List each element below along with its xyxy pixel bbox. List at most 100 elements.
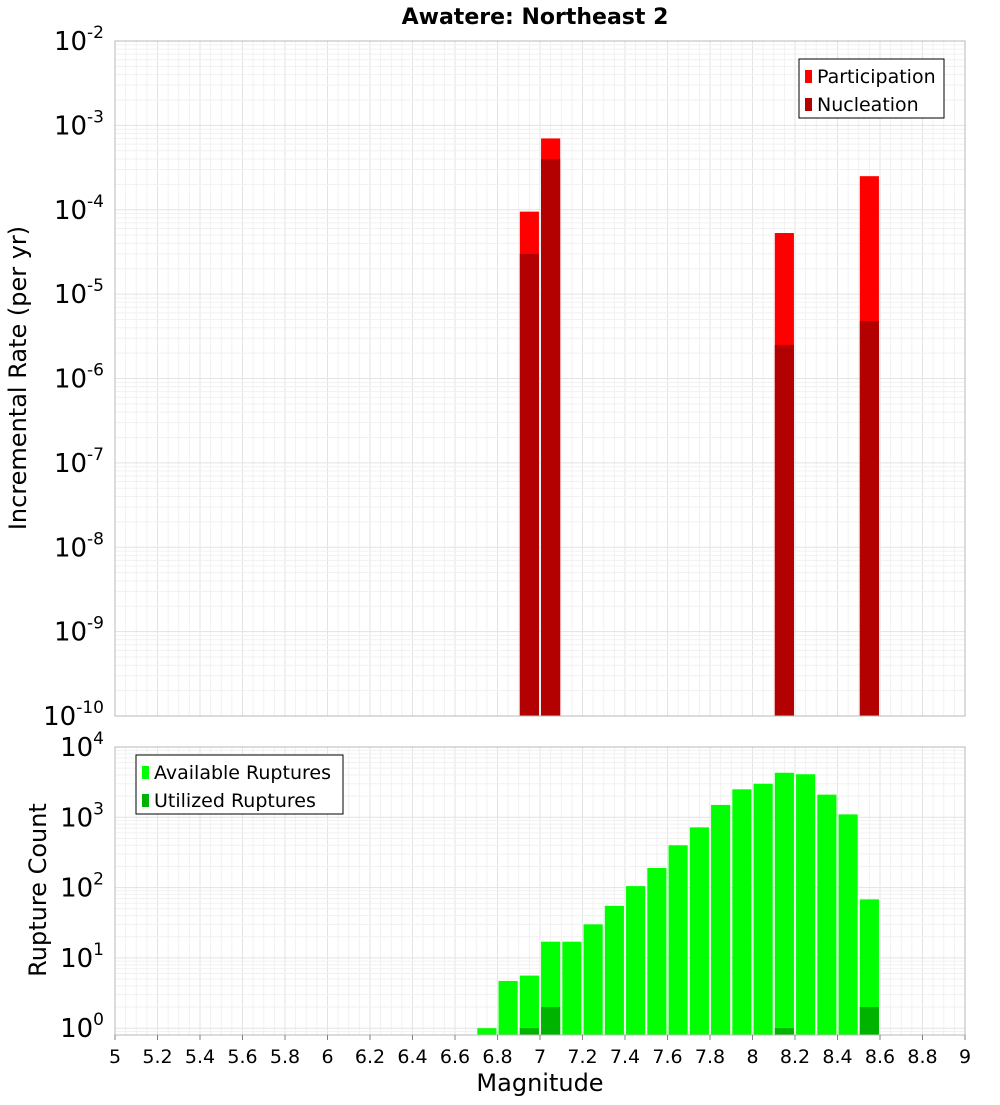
x-tick-label: 6.8: [482, 1046, 512, 1068]
top-frame: [114, 40, 966, 717]
x-tick-label: 7.6: [652, 1046, 682, 1068]
top-legend-swatch-nucleation: [805, 98, 812, 111]
top-y-tick-base: 10: [43, 702, 76, 732]
x-tick-label: 7.8: [695, 1046, 725, 1068]
x-tick-label: 7.2: [567, 1046, 597, 1068]
bottom-bar-available-ruptures: [519, 975, 539, 1035]
x-tick-label: 8.2: [780, 1046, 810, 1068]
top-y-tick-label: 10-2: [54, 23, 104, 57]
top-y-tick-label: 10-4: [54, 192, 104, 226]
x-tick-label: 9: [959, 1046, 971, 1068]
bottom-y-tick-base: 10: [60, 1014, 93, 1044]
x-tick-label: 5: [109, 1046, 121, 1068]
bottom-y-tick-exponent: 3: [93, 799, 104, 819]
top-legend-swatch-participation: [805, 70, 812, 83]
bottom-legend-swatch-utilized-ruptures: [142, 794, 149, 807]
bottom-y-tick-exponent: 1: [93, 940, 104, 960]
bottom-legend-label-utilized-ruptures: Utilized Ruptures: [154, 790, 316, 812]
x-axis-label: Magnitude: [476, 1069, 603, 1097]
top-y-tick-exponent: -8: [87, 529, 104, 549]
bottom-legend-swatch-available-ruptures: [142, 766, 149, 779]
bottom-y-tick-label: 100: [60, 1010, 104, 1044]
top-bars: [519, 138, 879, 717]
bottom-bar-available-ruptures: [711, 804, 731, 1035]
top-bar-nucleation: [541, 158, 561, 717]
top-grid: [114, 41, 966, 717]
chart-title: Awatere: Northeast 2: [402, 5, 669, 30]
top-y-tick-exponent: -10: [76, 698, 104, 718]
top-y-tick-base: 10: [54, 533, 87, 563]
bottom-legend-label-available-ruptures: Available Ruptures: [154, 762, 331, 784]
bottom-bars: [477, 772, 879, 1035]
bottom-bar-available-ruptures: [498, 980, 518, 1035]
top-y-tick-label: 10-5: [54, 276, 104, 310]
bottom-bar-available-ruptures: [774, 772, 794, 1035]
bottom-bar-utilized-ruptures: [774, 1028, 794, 1035]
bottom-y-tick-exponent: 2: [93, 870, 104, 890]
bottom-y-axis-label: Rupture Count: [24, 803, 52, 977]
top-y-tick-base: 10: [54, 618, 87, 648]
bottom-bar-available-ruptures: [859, 899, 879, 1035]
bottom-bar-available-ruptures: [796, 774, 816, 1035]
top-y-tick-exponent: -3: [87, 107, 104, 127]
bottom-bar-available-ruptures: [583, 924, 603, 1035]
bottom-bar-available-ruptures: [477, 1028, 497, 1035]
top-y-tick-base: 10: [54, 449, 87, 479]
bottom-bar-utilized-ruptures: [859, 1007, 879, 1035]
bottom-y-tick-base: 10: [60, 874, 93, 904]
bottom-bar-available-ruptures: [732, 789, 752, 1035]
bottom-bar-available-ruptures: [562, 941, 582, 1035]
x-tick-label: 7.4: [610, 1046, 640, 1068]
x-tick-label: 5.4: [185, 1046, 215, 1068]
bottom-bar-available-ruptures: [604, 905, 624, 1035]
top-bar-nucleation: [859, 321, 879, 716]
x-tick-label: 5.6: [227, 1046, 257, 1068]
rate-plot-area: 10-1010-910-810-710-610-510-410-310-2Par…: [43, 23, 966, 732]
bottom-bar-available-ruptures: [689, 827, 709, 1035]
bottom-bar-available-ruptures: [647, 867, 667, 1035]
top-y-tick-exponent: -9: [87, 614, 104, 634]
top-y-tick-label: 10-6: [54, 361, 104, 395]
top-y-axis-label: Incremental Rate (per yr): [4, 226, 32, 530]
x-tick-label: 6: [321, 1046, 333, 1068]
top-y-tick-base: 10: [54, 365, 87, 395]
bottom-y-tick-label: 103: [60, 799, 104, 833]
top-y-tick-label: 10-10: [43, 698, 104, 732]
top-y-tick-exponent: -5: [87, 276, 104, 296]
top-y-tick-label: 10-7: [54, 445, 104, 479]
top-y-tick-label: 10-3: [54, 107, 104, 141]
top-y-tick-exponent: -6: [87, 361, 104, 381]
bottom-bar-available-ruptures: [753, 783, 773, 1035]
top-y-tick-exponent: -4: [87, 192, 104, 212]
x-ticks: 5 5.2 5.4 5.6 5.8 6 6.2 6.4 6.6 6.8 7 7.2 7.4 7.6 7.8 8…: [109, 1035, 971, 1068]
bottom-legend: Available Ruptures Utilized Ruptures: [135, 754, 344, 815]
x-tick-label: 6.2: [355, 1046, 385, 1068]
bottom-y-tick-exponent: 4: [93, 729, 104, 749]
x-tick-label: 5.8: [270, 1046, 300, 1068]
bottom-bar-available-ruptures: [838, 814, 858, 1035]
top-legend: Participation Nucleation: [798, 58, 945, 119]
bottom-bar-available-ruptures: [817, 794, 837, 1035]
bottom-bar-available-ruptures: [626, 886, 646, 1035]
top-y-tick-base: 10: [54, 111, 87, 141]
bottom-bar-utilized-ruptures: [541, 1007, 561, 1035]
bottom-y-tick-label: 104: [60, 729, 104, 763]
x-tick-label: 6.4: [397, 1046, 427, 1068]
bottom-legend-box: [135, 754, 344, 815]
top-y-tick-base: 10: [54, 27, 87, 57]
top-y-tick-base: 10: [54, 280, 87, 310]
x-tick-label: 8.4: [822, 1046, 852, 1068]
top-y-tick-exponent: -2: [87, 23, 104, 43]
x-tick-label: 8.6: [865, 1046, 895, 1068]
bottom-bar-available-ruptures: [668, 845, 688, 1035]
top-y-tick-label: 10-8: [54, 529, 104, 563]
bottom-y-tick-base: 10: [60, 944, 93, 974]
x-tick-label: 6.6: [440, 1046, 470, 1068]
bottom-bar-utilized-ruptures: [519, 1028, 539, 1035]
bottom-y-tick-label: 101: [60, 940, 104, 974]
